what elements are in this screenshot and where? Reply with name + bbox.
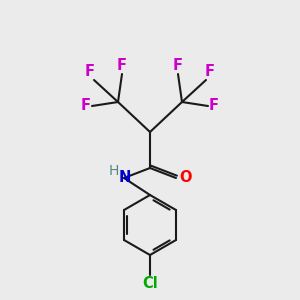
Text: F: F [81,98,91,113]
Text: F: F [85,64,95,80]
Text: N: N [119,170,131,185]
Text: O: O [179,169,191,184]
Text: H: H [109,164,119,178]
Text: F: F [209,98,219,113]
Text: F: F [117,58,127,74]
Text: Cl: Cl [142,277,158,292]
Text: F: F [205,64,215,80]
Text: F: F [173,58,183,74]
